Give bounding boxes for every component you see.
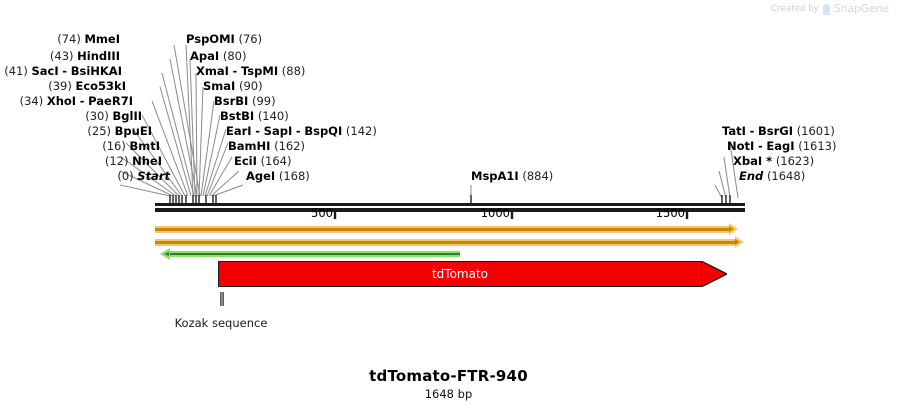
site-label-start[interactable]: (0) Start xyxy=(117,169,170,183)
site-label-nhei[interactable]: (12) NheI xyxy=(104,154,162,168)
site-label-noti-eagi[interactable]: NotI - EagI (1613) xyxy=(727,139,837,153)
ruler-label-1000: 1000 xyxy=(480,206,510,220)
restriction-site-labels: (74) MmeI (43) HindIII (41) SacI - BsiHK… xyxy=(0,0,897,200)
site-label-xmai-tspmi[interactable]: XmaI - TspMI (88) xyxy=(196,64,306,78)
tdtomato-arrow-body: tdTomato xyxy=(218,261,701,287)
plasmid-title-block: tdTomato-FTR-940 1648 bp xyxy=(0,367,897,401)
watermark-brand-label: SnapGene xyxy=(833,2,889,15)
snapgene-watermark: Created by SnapGene xyxy=(771,2,889,15)
dna-backbone-top-strand[interactable] xyxy=(155,203,745,206)
plasmid-name: tdTomato-FTR-940 xyxy=(369,367,528,385)
site-label-eari-sapi-bspqi[interactable]: EarI - SapI - BspQI (142) xyxy=(226,124,377,138)
site-label-mspa1i[interactable]: MspA1I (884) xyxy=(471,169,554,183)
site-label-eco53ki[interactable]: (39) Eco53kI xyxy=(48,79,126,93)
plasmid-length: 1648 bp xyxy=(424,387,473,401)
snapgene-logo-icon xyxy=(822,4,830,15)
site-label-bstbi[interactable]: BstBI (140) xyxy=(220,109,289,123)
site-label-bsrbi[interactable]: BsrBI (99) xyxy=(214,94,276,108)
orange-bar-2 xyxy=(155,239,735,246)
site-label-ecii[interactable]: EciI (164) xyxy=(234,154,292,168)
orange-bar-1 xyxy=(155,226,729,233)
watermark-created-by-label: Created by xyxy=(771,3,819,14)
tdtomato-label: tdTomato xyxy=(431,267,489,281)
site-label-smai[interactable]: SmaI (90) xyxy=(203,79,263,93)
ruler-label-1500: 1500 xyxy=(655,206,685,220)
feature-tdtomato-cds[interactable]: tdTomato xyxy=(218,261,727,287)
site-label-bamhi[interactable]: BamHI (162) xyxy=(228,139,306,153)
kozak-sequence-label: Kozak sequence xyxy=(174,316,268,330)
green-bar xyxy=(170,251,460,257)
orange-arrowhead-1 xyxy=(729,223,738,235)
site-label-xbai[interactable]: XbaI * (1623) xyxy=(733,154,815,168)
site-label-mmei[interactable]: (74) MmeI xyxy=(57,32,120,46)
kozak-tick-icon xyxy=(220,292,224,306)
site-label-tati-bsrgi[interactable]: TatI - BsrGI (1601) xyxy=(722,124,835,138)
site-label-hindiii[interactable]: (43) HindIII xyxy=(49,49,120,63)
site-label-saci-bsihkai[interactable]: (41) SacI - BsiHKAI xyxy=(4,64,122,78)
site-label-agei[interactable]: AgeI (168) xyxy=(246,169,310,183)
site-label-bglii[interactable]: (30) BglII xyxy=(85,109,142,123)
site-label-apai[interactable]: ApaI (80) xyxy=(190,49,247,63)
site-label-bpuei[interactable]: (25) BpuEI xyxy=(87,124,152,138)
site-label-bmti[interactable]: (16) BmtI xyxy=(102,139,160,153)
dna-backbone-bottom-strand[interactable] xyxy=(155,208,745,212)
site-label-end[interactable]: End (1648) xyxy=(739,169,806,183)
orange-arrowhead-2 xyxy=(735,236,744,248)
site-label-pspomi[interactable]: PspOMI (76) xyxy=(186,32,263,46)
tdtomato-arrowhead xyxy=(701,261,727,287)
site-label-xhoi-paer7i[interactable]: (34) XhoI - PaeR7I xyxy=(19,94,133,108)
green-arrowhead xyxy=(160,248,170,260)
ruler-label-500: 500 xyxy=(311,206,333,220)
